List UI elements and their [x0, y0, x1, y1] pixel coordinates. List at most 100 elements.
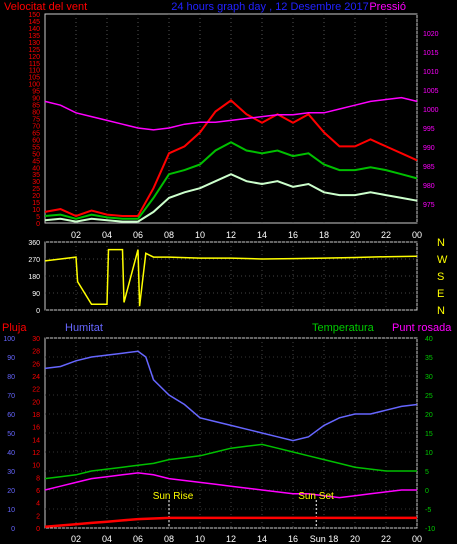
climate-x-tick-label: 10 [195, 534, 205, 544]
humidity-y-tick-label: 70 [7, 393, 15, 400]
wind-series-line [44, 99, 418, 218]
wind-y-tick-label: 20 [32, 193, 40, 200]
dewpoint-title: Punt rosada [392, 322, 452, 334]
wind-y-tick-label: 145 [28, 19, 40, 26]
temperature-y-tick-label: 0 [425, 488, 429, 495]
rain-y-tick-label: 4 [36, 501, 40, 508]
climate-x-tick-label: 00 [412, 534, 422, 544]
climate-series-line [44, 516, 417, 528]
climate-x-tick-label: 20 [350, 534, 360, 544]
wind-y-tick-label: 100 [28, 82, 40, 89]
wind-x-tick-label: 14 [257, 230, 267, 240]
wind-x-tick-label: 12 [226, 230, 236, 240]
humidity-y-tick-label: 60 [7, 412, 15, 419]
wind-y-tick-label: 65 [32, 130, 40, 137]
rain-title: Pluja [2, 322, 27, 334]
wind-y-tick-label: 85 [32, 103, 40, 110]
pressure-y-tick-label: 975 [423, 202, 435, 209]
wind-x-tick-label: 16 [288, 230, 298, 240]
climate-x-tick-label: 06 [133, 534, 143, 544]
rain-y-tick-label: 26 [32, 361, 40, 368]
rain-y-tick-label: 28 [32, 349, 40, 356]
humidity-y-tick-label: 0 [11, 526, 15, 533]
humidity-title: Humitat [65, 322, 103, 334]
wind-y-tick-label: 95 [32, 89, 40, 96]
pressure-y-tick-label: 1015 [423, 50, 439, 57]
direction-y-tick-label: 360 [28, 240, 40, 247]
climate-x-tick-label: 14 [257, 534, 267, 544]
wind-x-tick-label: 08 [164, 230, 174, 240]
rain-y-tick-label: 22 [32, 387, 40, 394]
wind-y-tick-label: 40 [32, 165, 40, 172]
rain-y-tick-label: 0 [36, 526, 40, 533]
wind-y-tick-label: 135 [28, 33, 40, 40]
compass-label: S [437, 271, 444, 283]
rain-y-tick-label: 8 [36, 475, 40, 482]
pressure-title: Pressió [369, 1, 406, 13]
rain-y-tick-label: 18 [32, 412, 40, 419]
wind-y-tick-label: 5 [36, 214, 40, 221]
climate-series-line [44, 443, 417, 480]
humidity-y-tick-label: 100 [3, 336, 15, 343]
pressure-y-tick-label: 1005 [423, 88, 439, 95]
wind-y-tick-label: 50 [32, 151, 40, 158]
wind-y-tick-label: 35 [32, 172, 40, 179]
sunset-annotation: Sun Set [298, 491, 334, 502]
wind-y-tick-label: 15 [32, 200, 40, 207]
humidity-y-tick-label: 50 [7, 431, 15, 438]
direction-y-tick-label: 270 [28, 257, 40, 264]
wind-y-tick-label: 0 [36, 221, 40, 228]
climate-x-tick-label: 12 [226, 534, 236, 544]
wind-x-tick-label: 20 [350, 230, 360, 240]
climate-x-tick-label: 02 [71, 534, 81, 544]
pressure-y-tick-label: 985 [423, 164, 435, 171]
wind-x-tick-label: 22 [381, 230, 391, 240]
wind-y-tick-label: 10 [32, 207, 40, 214]
temperature-y-tick-label: 5 [425, 469, 429, 476]
wind-y-tick-label: 140 [28, 26, 40, 33]
temperature-y-tick-label: 10 [425, 450, 433, 457]
humidity-y-tick-label: 80 [7, 374, 15, 381]
wind-y-tick-label: 120 [28, 54, 40, 61]
wind-x-tick-label: 18 [319, 230, 329, 240]
wind-y-tick-label: 70 [32, 123, 40, 130]
climate-x-tick-label: 16 [288, 534, 298, 544]
humidity-y-tick-label: 90 [7, 355, 15, 362]
wind-y-tick-label: 105 [28, 75, 40, 82]
climate-series-line [44, 350, 418, 442]
wind-y-tick-label: 80 [32, 110, 40, 117]
sunrise-annotation: Sun Rise [153, 491, 194, 502]
direction-y-tick-label: 180 [28, 274, 40, 281]
wind-y-tick-label: 55 [32, 144, 40, 151]
temperature-y-tick-label: -5 [425, 507, 431, 514]
pressure-y-tick-label: 990 [423, 145, 435, 152]
temperature-y-tick-label: 20 [425, 412, 433, 419]
pressure-y-tick-label: 980 [423, 183, 435, 190]
wind-y-tick-label: 25 [32, 186, 40, 193]
chart-title: 24 hours graph day , 12 Desembre 2017 [171, 1, 369, 13]
compass-label: E [437, 288, 444, 300]
direction-series-line [44, 248, 418, 307]
rain-y-tick-label: 6 [36, 488, 40, 495]
wind-y-tick-label: 115 [29, 61, 40, 68]
temperature-y-tick-label: 25 [425, 393, 433, 400]
humidity-y-tick-label: 10 [7, 507, 15, 514]
direction-y-tick-label: 90 [32, 291, 40, 298]
wind-y-tick-label: 60 [32, 137, 40, 144]
temperature-y-tick-label: 15 [425, 431, 433, 438]
pressure-y-tick-label: 1020 [423, 31, 439, 38]
wind-series-line [44, 141, 418, 220]
wind-speed-title: Velocitat del vent [4, 1, 87, 13]
wind-y-tick-label: 125 [28, 47, 40, 54]
compass-label: W [437, 254, 448, 266]
temperature-y-tick-label: 35 [425, 355, 433, 362]
rain-y-tick-label: 20 [32, 399, 40, 406]
humidity-y-tick-label: 40 [7, 450, 15, 457]
wind-series-line [44, 96, 418, 131]
wind-y-tick-label: 30 [32, 179, 40, 186]
rain-y-tick-label: 10 [32, 463, 40, 470]
climate-x-tick-label: Sun 18 [310, 534, 339, 544]
climate-x-tick-label: 08 [164, 534, 174, 544]
rain-y-tick-label: 12 [32, 450, 40, 457]
